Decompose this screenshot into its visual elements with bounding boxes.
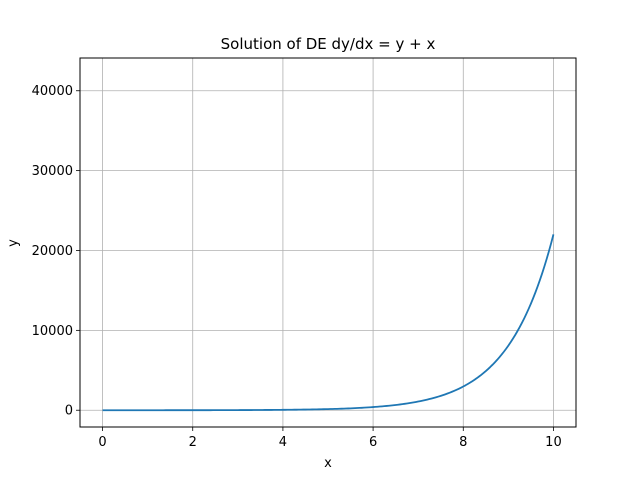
x-tick-label: 8 [459,435,467,450]
y-tick-label: 10000 [32,324,73,339]
y-tick-label: 40000 [32,84,73,99]
y-tick-label: 20000 [32,244,73,259]
y-tick-label: 0 [65,404,73,419]
y-axis-label: y [6,239,21,247]
x-tick-label: 2 [189,435,197,450]
series-layer [102,234,555,412]
x-tick-label: 6 [369,435,377,450]
chart-title: Solution of DE dy/dx = y + x [221,35,436,53]
y-tick-label: 30000 [32,164,73,179]
x-tick-label: 10 [545,435,562,450]
plot-frame [79,57,577,428]
ticks: 0 2 4 6 8 10 0 10000 20000 30000 40000 [32,84,562,450]
x-axis-label: x [324,456,332,471]
x-tick-label: 0 [98,435,106,450]
series-line [102,234,555,412]
x-tick-label: 4 [279,435,287,450]
